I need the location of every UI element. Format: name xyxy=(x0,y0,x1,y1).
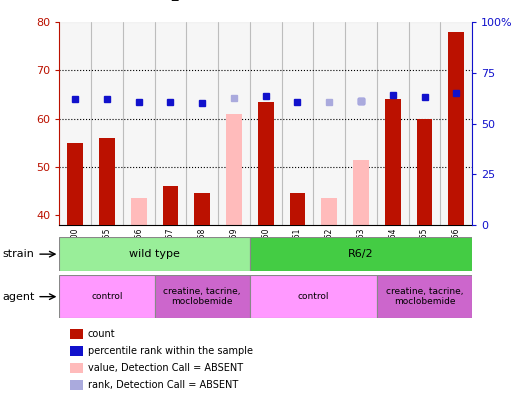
Text: agent: agent xyxy=(3,292,35,302)
Bar xyxy=(353,160,369,225)
Bar xyxy=(186,22,218,225)
Text: value, Detection Call = ABSENT: value, Detection Call = ABSENT xyxy=(88,363,243,373)
Bar xyxy=(163,186,179,225)
Bar xyxy=(377,22,409,225)
Text: control: control xyxy=(298,292,329,301)
Text: creatine, tacrine,
moclobemide: creatine, tacrine, moclobemide xyxy=(164,287,241,306)
Bar xyxy=(289,194,305,225)
Bar xyxy=(258,102,273,225)
Bar xyxy=(416,119,432,225)
Bar xyxy=(59,237,250,271)
Text: percentile rank within the sample: percentile rank within the sample xyxy=(88,346,253,356)
Bar xyxy=(99,138,115,225)
Bar xyxy=(226,114,242,225)
Bar xyxy=(59,22,91,225)
Bar xyxy=(321,198,337,225)
Text: R6/2: R6/2 xyxy=(348,249,374,259)
Bar xyxy=(218,22,250,225)
Bar xyxy=(123,22,155,225)
Text: control: control xyxy=(91,292,123,301)
Bar xyxy=(385,99,401,225)
Bar xyxy=(377,275,472,318)
Bar xyxy=(345,22,377,225)
Text: rank, Detection Call = ABSENT: rank, Detection Call = ABSENT xyxy=(88,380,238,390)
Bar xyxy=(250,237,472,271)
Bar xyxy=(409,22,440,225)
Bar xyxy=(155,275,250,318)
Text: creatine, tacrine,
moclobemide: creatine, tacrine, moclobemide xyxy=(386,287,463,306)
Bar xyxy=(131,198,147,225)
Bar xyxy=(250,275,377,318)
Bar xyxy=(440,22,472,225)
Text: strain: strain xyxy=(3,249,35,259)
Text: count: count xyxy=(88,329,116,339)
Bar xyxy=(59,275,155,318)
Bar xyxy=(313,22,345,225)
Bar xyxy=(91,22,123,225)
Bar xyxy=(448,32,464,225)
Text: wild type: wild type xyxy=(129,249,180,259)
Bar xyxy=(282,22,313,225)
Bar xyxy=(67,143,83,225)
Bar xyxy=(155,22,186,225)
Bar xyxy=(250,22,282,225)
Bar xyxy=(195,194,210,225)
